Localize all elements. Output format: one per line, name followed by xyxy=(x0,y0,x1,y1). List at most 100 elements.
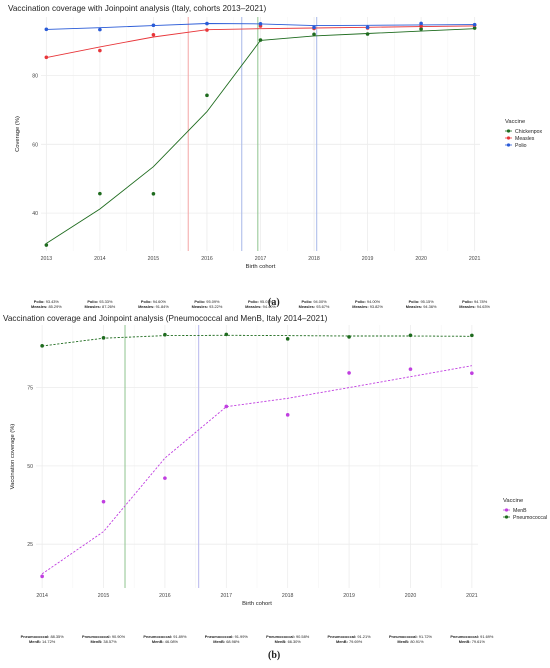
chart-title: Vaccination coverage with Joinpoint anal… xyxy=(8,4,266,13)
annotation-key: Chickenpox: xyxy=(456,309,479,310)
annotation-key: Pneumococcal: xyxy=(205,634,234,639)
cohort-annotation: Pneumococcal: 91.21% xyxy=(328,634,372,639)
x-tick-label: 2017 xyxy=(221,593,233,599)
legend-swatch-point xyxy=(504,515,509,519)
legend-swatch-point xyxy=(506,143,511,147)
data-point-polio xyxy=(98,27,102,32)
data-point-polio xyxy=(365,25,370,30)
annotation-key: Measles: xyxy=(85,304,101,309)
annotation-value: 94.40% xyxy=(262,304,277,309)
data-point-polio xyxy=(151,23,156,28)
data-point-pneumococcal xyxy=(408,333,413,338)
legend-title: Vaccine xyxy=(505,119,525,125)
annotation-key: Pneumococcal: xyxy=(21,634,50,639)
cohort-annotation: Polio: 93.33% xyxy=(87,299,113,304)
data-point-measles xyxy=(205,28,209,32)
legend-item-chickenpox: Chickenpox xyxy=(515,129,543,135)
cohort-annotation: Measles: 94.36% xyxy=(406,304,437,309)
data-point-chickenpox xyxy=(419,27,423,31)
y-axis-label: Vaccination coverage (%) xyxy=(10,424,16,490)
annotation-value: 95.01% xyxy=(259,299,274,304)
annotation-value: 91.99% xyxy=(234,634,249,639)
cohort-annotation: MenB: 68.98% xyxy=(213,639,240,644)
x-tick-label: 2018 xyxy=(308,256,320,262)
annotation-value: 87.26% xyxy=(101,304,116,309)
data-point-chickenpox xyxy=(365,32,370,36)
x-tick-label: 2015 xyxy=(98,593,110,599)
legend-item-measles: Measles xyxy=(515,136,535,142)
annotation-key: Chickenpox: xyxy=(81,309,104,310)
annotation-value: 93.79% xyxy=(479,309,494,310)
x-tick-label: 2020 xyxy=(415,256,427,262)
annotation-key: Pneumococcal: xyxy=(143,634,172,639)
chart-title: Vaccination coverage and Joinpoint analy… xyxy=(3,314,328,323)
legend-swatch-point xyxy=(504,508,509,512)
annotation-value: 91.21% xyxy=(356,634,371,639)
annotation-value: 90.58% xyxy=(295,634,310,639)
cohort-annotation: Pneumococcal: 91.99% xyxy=(205,634,249,639)
annotation-key: Chickenpox: xyxy=(135,309,158,310)
annotation-value: 88.35% xyxy=(49,634,64,639)
x-tick-label: 2019 xyxy=(362,256,374,262)
annotation-key: Measles: xyxy=(192,304,208,309)
data-point-pneumococcal xyxy=(347,335,351,339)
cohort-annotation: Chickenpox: 90.30% xyxy=(242,309,280,310)
annotation-key: Chickenpox: xyxy=(295,309,318,310)
annotation-key: Measles: xyxy=(138,304,154,309)
cohort-annotation: Polio: 95.01% xyxy=(248,299,274,304)
x-tick-label: 2015 xyxy=(148,256,160,262)
data-point-measles xyxy=(151,32,156,37)
cohort-annotation: Chickenpox: 92.06% xyxy=(349,309,387,310)
annotation-value: 94.78% xyxy=(473,299,488,304)
cohort-annotation: Chickenpox: 91.99% xyxy=(295,309,333,310)
cohort-annotation: Chickenpox: 45.66% xyxy=(81,309,119,310)
cohort-annotation: Pneumococcal: 91.72% xyxy=(389,634,433,639)
annotation-key: Chickenpox: xyxy=(242,309,265,310)
annotation-key: MenB: xyxy=(152,639,164,644)
data-point-polio xyxy=(258,22,263,26)
cohort-annotation: Polio: 93.43% xyxy=(34,299,60,304)
cohort-annotation: MenB: 80.91% xyxy=(397,639,424,644)
data-point-chickenpox xyxy=(98,191,102,196)
annotation-value: 93.43% xyxy=(45,299,60,304)
cohort-annotation: Polio: 94.60% xyxy=(141,299,167,304)
cohort-annotation: Measles: 87.26% xyxy=(85,304,116,309)
annotation-key: MenB: xyxy=(90,639,102,644)
annotation-value: 79.69% xyxy=(348,639,363,644)
annotation-key: MenB: xyxy=(397,639,409,644)
cohort-annotation: Measles: 93.67% xyxy=(299,304,330,309)
annotation-value: 90.90% xyxy=(111,634,126,639)
annotation-value: 91.89% xyxy=(172,634,187,639)
annotation-key: Measles: xyxy=(406,304,422,309)
data-point-measles xyxy=(419,24,423,28)
cohort-annotation: Polio: 95.15% xyxy=(409,299,435,304)
cohort-annotation: Chickenpox: 74.23% xyxy=(188,309,226,310)
annotation-value: 93.33% xyxy=(98,299,113,304)
annotation-key: MenB: xyxy=(459,639,471,644)
cohort-annotation: Measles: 85.29% xyxy=(31,304,62,309)
cohort-annotation: Measles: 93.82% xyxy=(352,304,383,309)
annotation-value: 94.00% xyxy=(366,299,381,304)
data-point-polio xyxy=(419,21,423,26)
annotation-key: Polio: xyxy=(462,299,473,304)
cohort-annotation: Polio: 94.00% xyxy=(355,299,381,304)
annotation-key: Measles: xyxy=(31,304,47,309)
cohort-annotation: MenB: 38.57% xyxy=(90,639,117,644)
cohort-annotation: Chickenpox: 45.62% xyxy=(135,309,173,310)
data-point-menb xyxy=(285,413,290,417)
cohort-annotation: Pneumococcal: 88.35% xyxy=(21,634,65,639)
data-point-pneumococcal xyxy=(101,336,106,340)
cohort-annotation: Polio: 94.00% xyxy=(301,299,327,304)
annotation-key: Chickenpox: xyxy=(402,309,425,310)
y-tick-label: 60 xyxy=(32,142,38,148)
x-tick-label: 2018 xyxy=(282,593,294,599)
data-point-polio xyxy=(44,27,49,32)
annotation-key: Measles: xyxy=(299,304,315,309)
annotation-value: 93.53% xyxy=(426,309,441,310)
annotation-key: Measles: xyxy=(352,304,368,309)
data-point-chickenpox xyxy=(205,93,209,98)
panel-a-label: (a) xyxy=(268,297,280,308)
cohort-annotation: Chickenpox: 93.79% xyxy=(456,309,494,310)
panel-b-label: (b) xyxy=(268,650,281,661)
cohort-annotation: Pneumococcal: 91.69% xyxy=(450,634,494,639)
